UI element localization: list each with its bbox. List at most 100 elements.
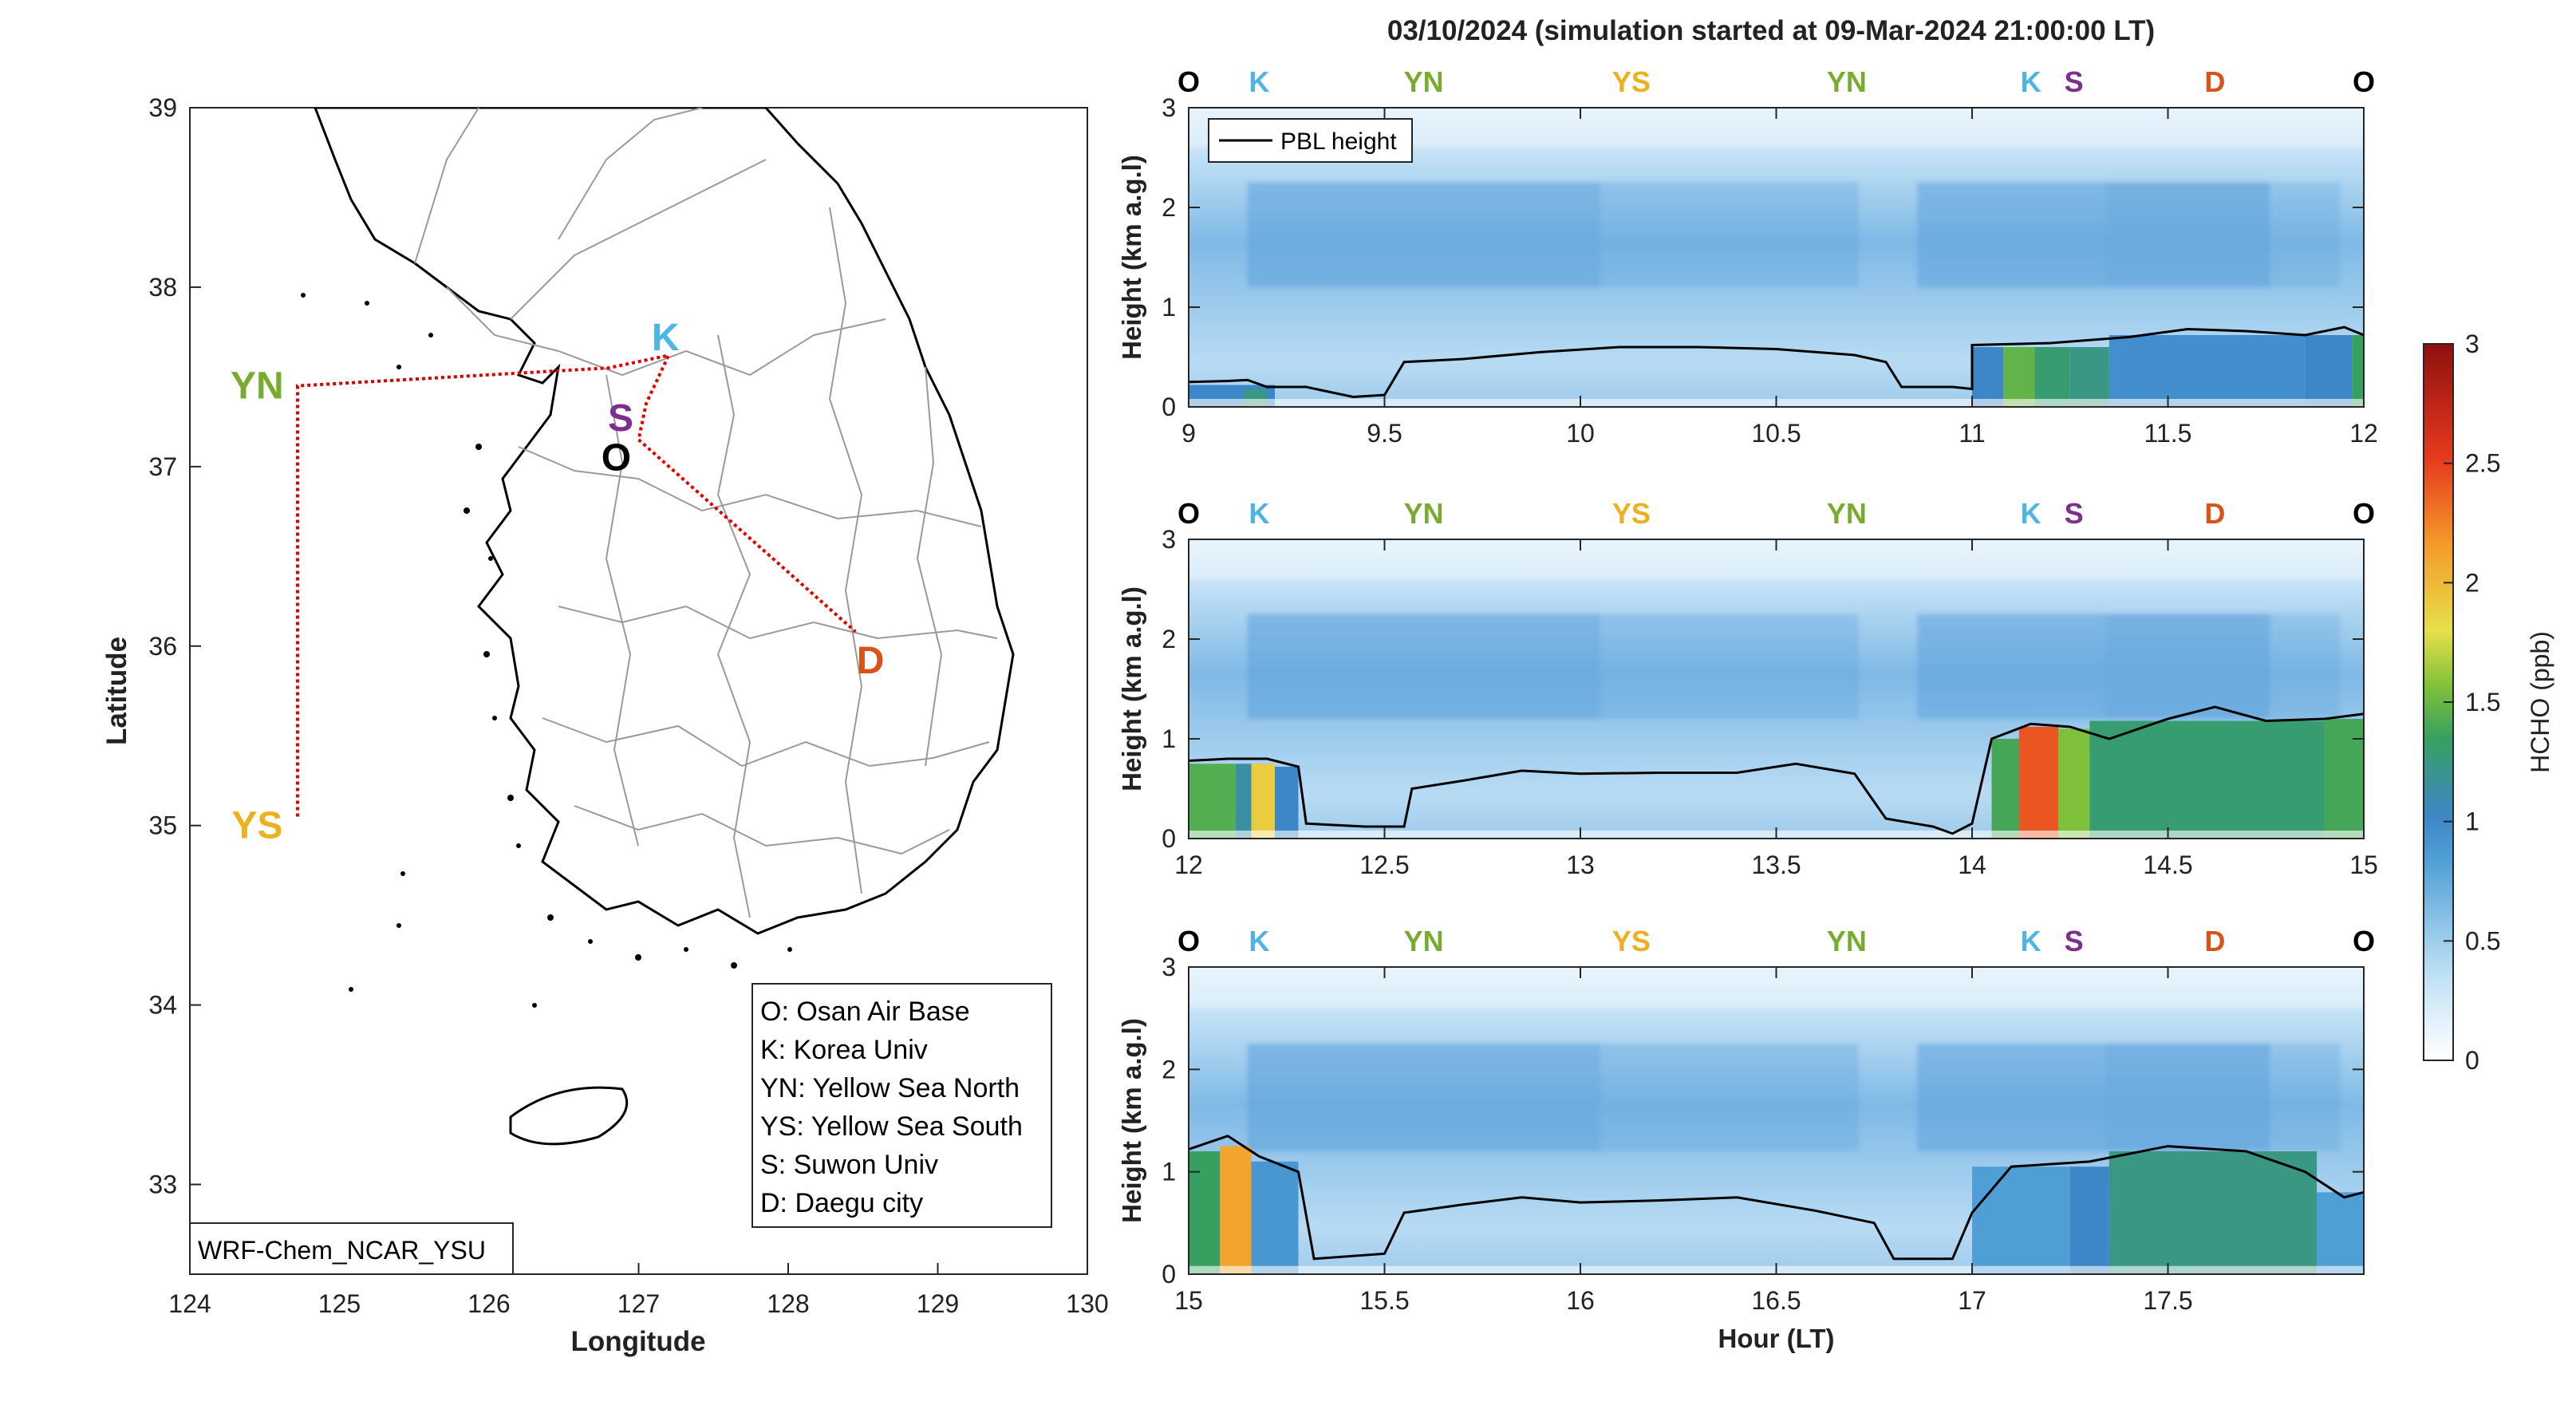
curtain-field: [1189, 539, 2364, 839]
map-xtick-label: 125: [318, 1289, 361, 1318]
curtain-site-label-o: O: [1178, 497, 1200, 530]
curtain-site-label-d: D: [2204, 925, 2225, 957]
curtain-ytick-label: 3: [1162, 525, 1176, 554]
colorbar: 0 0.5 1 1.5 2 2.5 3 HCHO (ppb): [2423, 330, 2554, 1075]
curtain-site-label-s: S: [2065, 497, 2084, 530]
curtain-xtick-label: 12: [2349, 419, 2378, 448]
sites-legend-entry: YS: Yellow Sea South: [760, 1111, 1023, 1142]
curtain-field: [1189, 967, 2364, 1274]
hcho-aloft-band: [1247, 614, 1600, 719]
route-line: [296, 353, 857, 817]
curtain-site-label-d: D: [2204, 497, 2225, 530]
site-marker-s: S: [608, 397, 633, 440]
curtain-ytick-label: 1: [1162, 1158, 1176, 1186]
map-ytick-label: 33: [148, 1170, 177, 1199]
hcho-cell: [2089, 720, 2325, 839]
hcho-cell: [1235, 764, 1252, 839]
curtain-site-label-s: S: [2065, 925, 2084, 957]
colorbar-label: HCHO (ppb): [2526, 631, 2554, 773]
colorbar-tick-label: 2.5: [2465, 449, 2500, 478]
admin-boundaries: [414, 108, 998, 918]
pbl-legend-label: PBL height: [1280, 128, 1397, 155]
site-marker-d: D: [857, 640, 885, 682]
curtain-xtick-label: 16: [1566, 1286, 1595, 1315]
curtain-xtick-label: 15.5: [1359, 1286, 1409, 1315]
curtain-xtick-label: 12.5: [1359, 851, 1409, 879]
hcho-cell: [2018, 727, 2059, 839]
curtain-xtick-label: 11.5: [2144, 419, 2192, 448]
site-marker-yn: YN: [231, 365, 284, 408]
curtain-xtick-label: 14.5: [2143, 851, 2192, 879]
hcho-aloft-band: [2105, 614, 2341, 719]
hcho-aloft-band: [1600, 614, 1859, 719]
curtain-xtick-label: 13: [1566, 851, 1595, 879]
figure-title: 03/10/2024 (simulation started at 09-Mar…: [1387, 15, 2155, 46]
map-content: [301, 108, 1015, 1146]
hcho-cell: [1972, 347, 2004, 407]
hcho-aloft-band: [1600, 1044, 1859, 1151]
curtain-site-label-o: O: [2353, 925, 2375, 957]
curtain-ytick-label: 0: [1162, 393, 1176, 421]
curtain-xlabel: Hour (LT): [1718, 1324, 1834, 1353]
pbl-legend: PBL height: [1208, 118, 1413, 163]
curtain-site-label-o: O: [2353, 497, 2375, 530]
pbl-height-line: [1189, 1135, 2364, 1261]
map-ytick-label: 38: [148, 273, 177, 302]
site-marker-k: K: [652, 317, 680, 359]
map-xtick-label: 124: [168, 1289, 211, 1318]
curtain-site-label-yn: YN: [1404, 497, 1444, 530]
curtain-site-label-yn: YN: [1827, 925, 1867, 957]
curtain-site-label-s: S: [2065, 65, 2084, 98]
colorbar-tick-label: 1.5: [2465, 688, 2500, 716]
curtain-site-label-yn: YN: [1827, 497, 1867, 530]
map-axes: 124 125 126 127 128 129 130 33 34 35 36 37 38 39: [148, 93, 1108, 1318]
curtain-xtick-label: 17: [1958, 1286, 1986, 1315]
curtain-ytick-label: 2: [1162, 625, 1176, 653]
hcho-cell: [1251, 1161, 1299, 1274]
hcho-cell: [2069, 347, 2109, 407]
colorbar-tick-label: 1: [2465, 807, 2479, 836]
model-label-box: [189, 1222, 514, 1275]
curtain-ytick-label: 1: [1162, 724, 1176, 753]
curtain-site-label-yn: YN: [1404, 65, 1444, 98]
map-xtick-label: 127: [617, 1289, 660, 1318]
sites-legend-entry: S: Suwon Univ: [760, 1150, 938, 1180]
sites-legend-entry: O: Osan Air Base: [760, 997, 970, 1027]
map-overlay: K YN YS SO D: [231, 317, 884, 847]
curtain-site-label-k: K: [1249, 65, 1269, 98]
hcho-aloft: [1189, 539, 2364, 719]
curtain-xtick-label: 10.5: [1751, 419, 1801, 448]
curtain-xtick-label: 9: [1181, 419, 1196, 448]
curtain-site-label-ys: YS: [1612, 65, 1651, 98]
site-marker-ys: YS: [231, 805, 282, 847]
map-xtick-label: 129: [917, 1289, 959, 1318]
sites-legend-entry: YN: Yellow Sea North: [760, 1073, 1020, 1103]
curtain-site-label-ys: YS: [1612, 497, 1651, 530]
curtain-ytick-label: 2: [1162, 193, 1176, 222]
map-xtick-label: 128: [767, 1289, 809, 1318]
curtain-site-label-d: D: [2204, 65, 2225, 98]
curtain-site-label-k: K: [2021, 925, 2041, 957]
hcho-cell: [1220, 1146, 1252, 1274]
curtain-xtick-label: 15: [2349, 851, 2378, 879]
hcho-cell: [2109, 335, 2306, 407]
curtain-xtick-label: 16.5: [1751, 1286, 1801, 1315]
curtain-ylabel: Height (km a.g.l): [1117, 1018, 1146, 1223]
curtain-site-label-k: K: [1249, 925, 1269, 957]
curtain-site-label-k: K: [1249, 497, 1269, 530]
hcho-cell: [2069, 1166, 2109, 1274]
hcho-cell: [2109, 1151, 2318, 1274]
curtain-site-label-ys: YS: [1612, 925, 1651, 957]
curtain-site-label-yn: YN: [1827, 65, 1867, 98]
map-ytick-label: 37: [148, 452, 177, 481]
jeju-island: [509, 1086, 629, 1146]
hcho-cell: [2034, 347, 2070, 407]
hcho-cell: [2305, 335, 2353, 407]
curtain-xtick-label: 17.5: [2143, 1286, 2192, 1315]
curtain-ytick-label: 3: [1162, 93, 1176, 122]
colorbar-tick-label: 2: [2465, 568, 2479, 597]
sites-legend-entry: K: Korea Univ: [760, 1035, 928, 1065]
